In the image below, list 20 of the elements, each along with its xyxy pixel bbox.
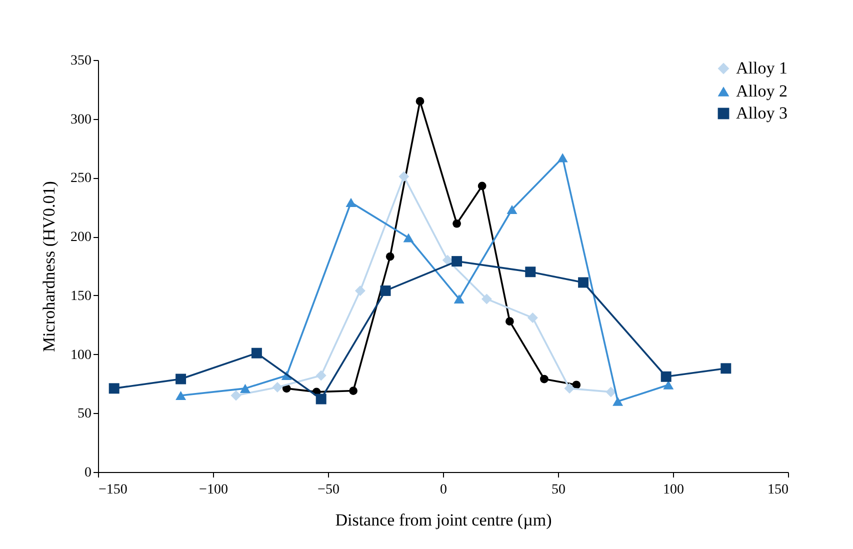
legend-label: Alloy 3 [736, 104, 788, 122]
x-axis-title: Distance from joint centre (µm) [335, 510, 552, 530]
y-tick-label: 200 [70, 230, 92, 246]
x-tick-label: −50 [318, 482, 340, 498]
legend-label: Alloy 1 [736, 58, 788, 78]
x-tick-label: 0 [440, 482, 447, 498]
legend-label: Alloy 2 [736, 82, 788, 100]
y-tick-label: 300 [70, 112, 92, 128]
y-tick-label: 100 [70, 348, 92, 363]
y-axis-title: Microhardness (HV0.01) [40, 181, 58, 352]
y-tick-label: 0 [84, 466, 92, 480]
y-tick-label: 250 [70, 171, 92, 186]
x-tick-label: −100 [199, 482, 228, 498]
x-tick-label: 100 [663, 482, 684, 498]
y-tick-label: 150 [70, 288, 92, 304]
x-tick-label: 50 [552, 482, 566, 498]
y-tick-label: 350 [70, 54, 92, 68]
x-tick-label: −150 [98, 482, 128, 498]
y-tick-label: 50 [78, 406, 92, 422]
x-tick-label: 150 [768, 482, 788, 498]
